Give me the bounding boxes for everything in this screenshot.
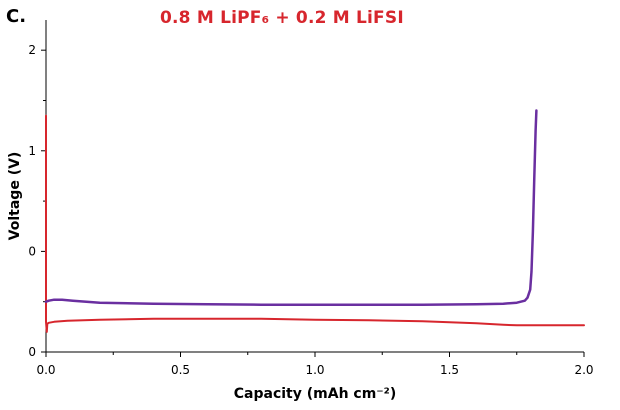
panel-label: C. bbox=[6, 6, 27, 27]
y-axis-title: Voltage (V) bbox=[7, 152, 23, 241]
y-tick-label: 0 bbox=[28, 345, 36, 359]
y-tick-label: 0 bbox=[28, 244, 36, 258]
discharge-curve bbox=[45, 114, 585, 333]
y-tick-label: 2 bbox=[28, 43, 36, 57]
chart-title: 0.8 M LiPF₆ + 0.2 M LiFSI bbox=[160, 8, 404, 28]
x-tick-label: 1.5 bbox=[440, 363, 459, 377]
series-lines bbox=[44, 109, 585, 333]
ticks: 0.0 0.5 1.0 1.5 2.0 0 0 1 2 bbox=[28, 43, 593, 377]
x-tick-label: 0.5 bbox=[171, 363, 190, 377]
x-tick-label: 1.0 bbox=[305, 363, 324, 377]
y-tick-label: 1 bbox=[28, 144, 36, 158]
x-tick-label: 0.0 bbox=[36, 363, 55, 377]
x-axis-title: Capacity (mAh cm⁻²) bbox=[234, 386, 396, 402]
charge-curve bbox=[44, 109, 538, 306]
x-tick-label: 2.0 bbox=[574, 363, 593, 377]
